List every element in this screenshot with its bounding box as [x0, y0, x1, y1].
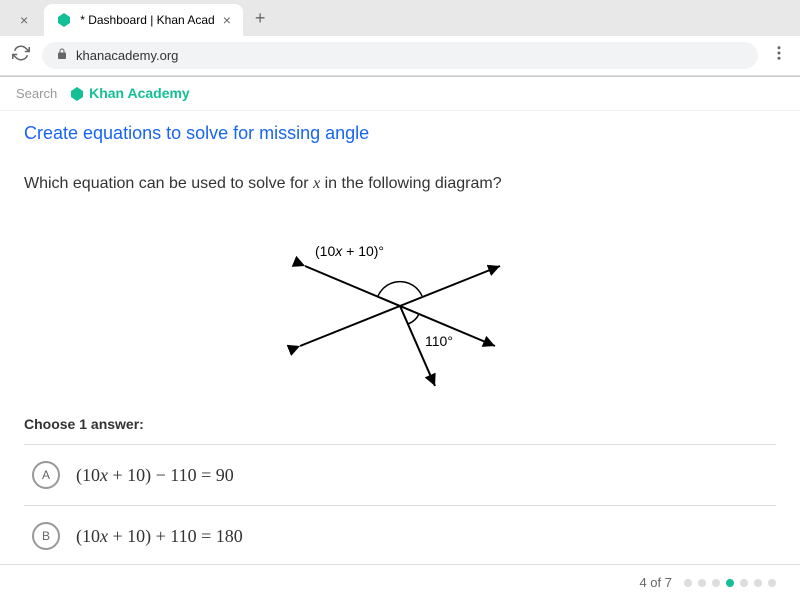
angle-diagram: (10x + 10)° 110°: [24, 216, 776, 396]
option-radio-a[interactable]: A: [32, 461, 60, 489]
address-bar-row: khanacademy.org: [0, 36, 800, 76]
progress-dot[interactable]: [712, 579, 720, 587]
breadcrumb-bar: Create equations to solve for missing an…: [0, 111, 800, 156]
search-label[interactable]: Search: [16, 86, 57, 101]
browser-tab-active[interactable]: * Dashboard | Khan Acad ×: [44, 4, 243, 36]
tab-bar: × * Dashboard | Khan Acad × +: [0, 0, 800, 36]
progress-dot-current[interactable]: [726, 579, 734, 587]
lock-icon: [56, 48, 68, 63]
browser-tab-inactive[interactable]: ×: [8, 4, 40, 36]
url-text: khanacademy.org: [76, 48, 178, 63]
tab-title: * Dashboard | Khan Acad: [80, 13, 215, 27]
browser-chrome: × * Dashboard | Khan Acad × + khanacadem…: [0, 0, 800, 77]
reload-icon[interactable]: [12, 44, 30, 67]
close-icon[interactable]: ×: [20, 12, 28, 28]
footer-bar: 4 of 7: [0, 564, 800, 600]
progress-dot[interactable]: [768, 579, 776, 587]
breadcrumb-link[interactable]: Create equations to solve for missing an…: [24, 123, 369, 143]
option-equation-b: (10x + 10) + 110 = 180: [76, 526, 243, 547]
progress-text: 4 of 7: [639, 575, 672, 590]
diagram-label-bottom: 110°: [425, 333, 453, 349]
menu-icon[interactable]: [770, 44, 788, 67]
progress-dot[interactable]: [740, 579, 748, 587]
progress-dots: [684, 579, 776, 587]
content-area: Which equation can be used to solve for …: [0, 156, 800, 583]
choose-prompt: Choose 1 answer:: [24, 416, 776, 432]
answer-option-a[interactable]: A (10x + 10) − 110 = 90: [24, 444, 776, 505]
answer-option-b[interactable]: B (10x + 10) + 110 = 180: [24, 505, 776, 567]
option-radio-b[interactable]: B: [32, 522, 60, 550]
progress-dot[interactable]: [754, 579, 762, 587]
page-header: Search Khan Academy: [0, 77, 800, 111]
progress-dot[interactable]: [684, 579, 692, 587]
progress-dot[interactable]: [698, 579, 706, 587]
diagram-label-top: (10x + 10)°: [315, 243, 384, 259]
khan-logo[interactable]: Khan Academy: [69, 85, 190, 102]
address-bar[interactable]: khanacademy.org: [42, 42, 758, 69]
new-tab-button[interactable]: +: [247, 4, 274, 33]
close-icon[interactable]: ×: [223, 12, 231, 28]
khan-favicon-icon: [56, 12, 72, 28]
question-text: Which equation can be used to solve for …: [24, 172, 776, 196]
option-equation-a: (10x + 10) − 110 = 90: [76, 465, 234, 486]
